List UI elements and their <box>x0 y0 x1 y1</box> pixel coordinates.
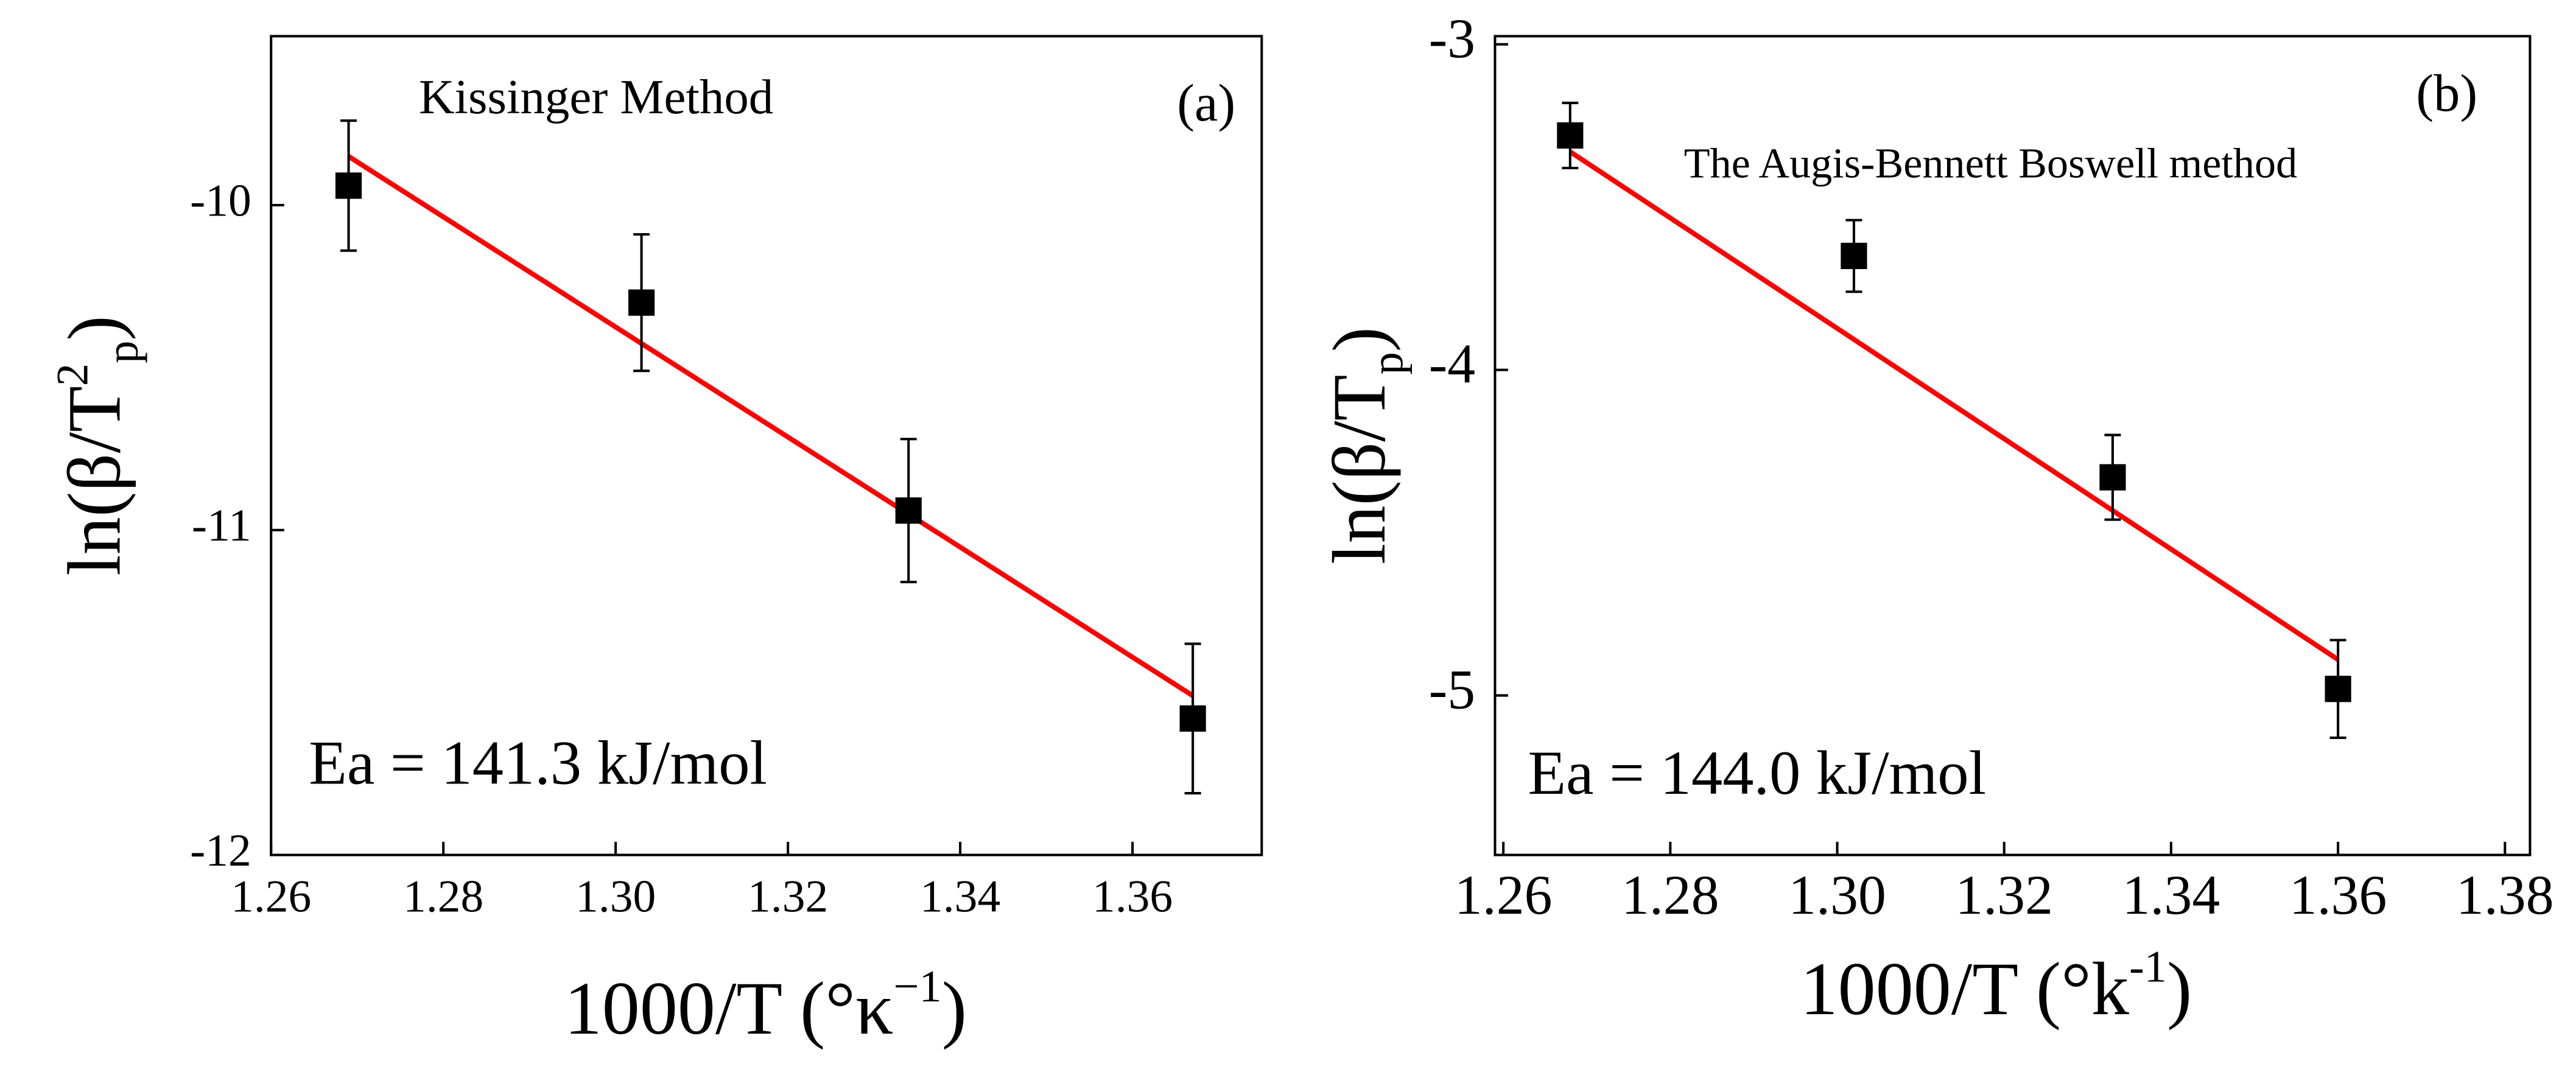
data-point <box>2325 676 2351 702</box>
x-axis-label-sup: -1 <box>2129 942 2167 992</box>
data-point <box>1841 242 1867 270</box>
plot-frame <box>1493 35 2532 857</box>
y-axis-label-main: ln(β/T <box>52 386 136 576</box>
x-tick-label: 1.32 <box>1956 864 2054 926</box>
y-tick-label: -3 <box>1429 7 1475 69</box>
y-axis-label-close: ) <box>52 315 136 340</box>
x-tick-label: 1.26 <box>1455 864 1553 926</box>
data-point <box>2099 464 2126 491</box>
y-tick-label: -12 <box>190 825 251 876</box>
x-tick-label: 1.28 <box>1621 864 1719 926</box>
x-axis-label-main: 1000/T (°k <box>1800 946 2130 1030</box>
fit-line <box>347 154 1195 698</box>
y-tick-label: -4 <box>1429 333 1475 395</box>
data-point <box>628 289 655 316</box>
x-axis-label-sup: −1 <box>894 962 942 1012</box>
annotation: Ea = 144.0 kJ/mol <box>1528 739 1986 808</box>
x-tick-label: 1.30 <box>575 871 656 922</box>
annotation: The Augis-Bennett Boswell method <box>1684 140 2297 187</box>
y-axis-label-sup: 2 <box>47 363 97 386</box>
y-axis-label: ln(β/Tp) <box>1317 327 1413 564</box>
data-point <box>1179 705 1206 732</box>
x-axis-label: 1000/T (°κ−1) <box>564 962 967 1049</box>
annotation: Ea = 141.3 kJ/mol <box>309 729 767 798</box>
x-axis-label-close: ) <box>2167 946 2192 1030</box>
y-tick-label: -11 <box>192 500 251 551</box>
y-axis-label-sub: p <box>97 341 147 363</box>
y-axis-label-sub: p <box>1363 352 1413 374</box>
x-axis-label-close: ) <box>942 966 967 1050</box>
y-axis-label-main: ln(β/T <box>1317 374 1401 564</box>
x-axis-label-main: 1000/T (°κ <box>564 966 894 1050</box>
data-point <box>335 172 362 199</box>
x-tick-label: 1.30 <box>1788 864 1886 926</box>
x-axis-label: 1000/T (°k-1) <box>1800 942 2192 1030</box>
annotation: (a) <box>1177 74 1235 132</box>
fit-line <box>1568 149 2340 662</box>
data-point <box>895 497 922 524</box>
x-tick-label: 1.34 <box>2122 864 2220 926</box>
plot-frame <box>270 35 1263 857</box>
x-tick-label: 1.32 <box>748 871 828 922</box>
x-tick-label: 1.26 <box>231 871 311 922</box>
x-tick-label: 1.34 <box>920 871 1000 922</box>
y-axis-label: ln(β/T2p) <box>47 315 147 576</box>
data-point <box>1557 122 1584 149</box>
x-tick-label: 1.36 <box>1092 871 1173 922</box>
x-tick-label: 1.28 <box>403 871 483 922</box>
y-tick-label: -10 <box>190 175 251 226</box>
y-axis-label-close: ) <box>1317 327 1401 352</box>
x-tick-label: 1.38 <box>2456 864 2554 926</box>
annotation: (b) <box>2416 64 2477 122</box>
x-tick-label: 1.36 <box>2289 864 2387 926</box>
annotation: Kissinger Method <box>419 69 773 124</box>
y-tick-label: -5 <box>1429 658 1475 720</box>
